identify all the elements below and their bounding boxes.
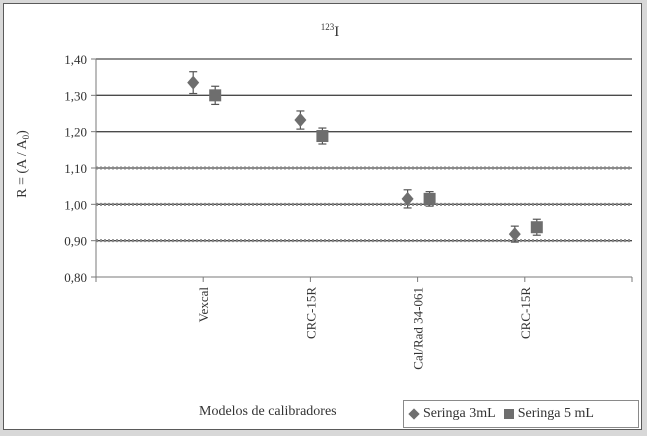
y-axis-label: R = (A / A0) (15, 130, 31, 198)
chart-title-superscript: 123 (321, 22, 335, 32)
data-point-square (316, 130, 329, 143)
diamond-marker-icon (408, 408, 420, 420)
legend: Seringa 3mL Seringa 5 mL (403, 400, 639, 428)
y-tick-label: 1,00 (64, 197, 87, 212)
data-point-square (530, 221, 543, 234)
legend-label-series-2: Seringa 5 mL (517, 406, 594, 421)
y-tick-label: 1,10 (64, 161, 87, 176)
y-axis-label-main: R = (A / A (15, 138, 30, 197)
x-axis-label: Modelos de calibradores (199, 404, 337, 419)
y-tick-label: 1,40 (64, 52, 87, 67)
y-tick-label: 1,20 (64, 125, 87, 140)
x-tick-label: CRC-15R (518, 287, 533, 339)
data-point-square (423, 192, 436, 205)
y-axis-label-close: ) (15, 130, 30, 135)
data-point-diamond (187, 75, 200, 90)
square-marker-icon (503, 409, 514, 419)
chart-title-main: I (334, 24, 339, 40)
data-point-diamond (401, 191, 414, 206)
data-point-square (209, 89, 222, 102)
y-tick-label: 0,80 (64, 270, 87, 285)
x-tick-label: Vexcal (196, 287, 211, 323)
chart-frame: 123I R = (A / A0) 0,80 0,90 1,00 1,10 1,20 1,… (3, 3, 642, 430)
chart-title: 123I (321, 22, 340, 40)
data-point-diamond (294, 113, 307, 128)
legend-item-series-1: Seringa 3mL (408, 406, 496, 422)
x-tick-label: CRC-15R (303, 287, 318, 339)
chart-svg: 123I R = (A / A0) 0,80 0,90 1,00 1,10 1,20 1,… (15, 22, 633, 370)
y-axis-label-sub: 0 (21, 134, 31, 139)
x-tick-label: Cal/Rad 34-061 (411, 287, 426, 370)
data-point-diamond (508, 227, 521, 242)
y-tick-label: 0,90 (64, 234, 87, 249)
legend-item-series-2: Seringa 5 mL (503, 406, 594, 422)
legend-label-series-1: Seringa 3mL (423, 406, 496, 421)
y-tick-label: 1,30 (64, 88, 87, 103)
